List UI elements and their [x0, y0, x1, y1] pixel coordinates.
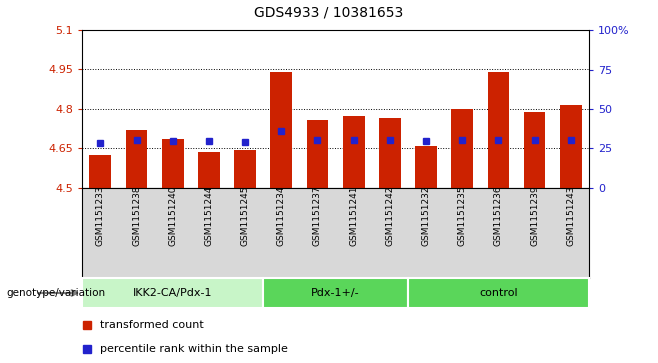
- Bar: [307, 119, 328, 188]
- Bar: [162, 139, 184, 188]
- Bar: [234, 150, 256, 188]
- Text: genotype/variation: genotype/variation: [7, 288, 106, 298]
- Bar: [415, 146, 437, 188]
- Text: IKK2-CA/Pdx-1: IKK2-CA/Pdx-1: [133, 288, 213, 298]
- Bar: [560, 105, 582, 188]
- Bar: [451, 109, 473, 188]
- Text: transformed count: transformed count: [100, 319, 204, 330]
- Text: control: control: [479, 288, 518, 298]
- Bar: [82, 278, 263, 308]
- Text: Pdx-1+/-: Pdx-1+/-: [311, 288, 360, 298]
- Bar: [270, 72, 292, 188]
- Bar: [89, 155, 111, 188]
- Bar: [488, 72, 509, 188]
- Bar: [524, 112, 545, 188]
- Bar: [379, 118, 401, 188]
- Text: GDS4933 / 10381653: GDS4933 / 10381653: [255, 5, 403, 19]
- Text: percentile rank within the sample: percentile rank within the sample: [100, 344, 288, 354]
- Bar: [343, 115, 365, 188]
- Bar: [408, 278, 589, 308]
- Bar: [198, 152, 220, 188]
- Bar: [263, 278, 408, 308]
- Bar: [126, 130, 147, 188]
